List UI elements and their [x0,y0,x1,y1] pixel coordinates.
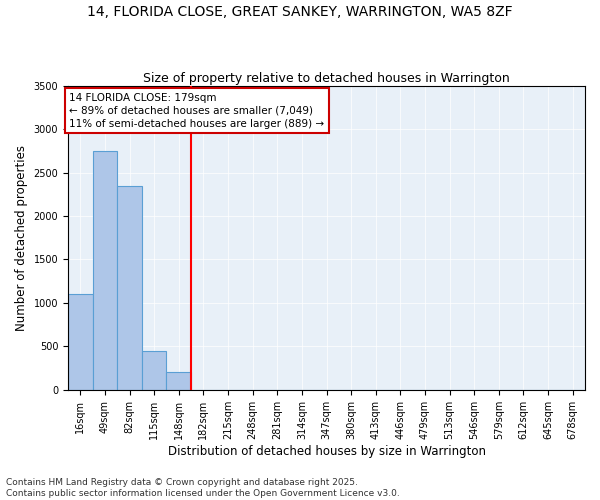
Title: Size of property relative to detached houses in Warrington: Size of property relative to detached ho… [143,72,510,85]
X-axis label: Distribution of detached houses by size in Warrington: Distribution of detached houses by size … [167,444,485,458]
Y-axis label: Number of detached properties: Number of detached properties [15,145,28,331]
Text: 14, FLORIDA CLOSE, GREAT SANKEY, WARRINGTON, WA5 8ZF: 14, FLORIDA CLOSE, GREAT SANKEY, WARRING… [87,5,513,19]
Bar [117,186,142,390]
Bar [92,151,117,390]
Bar [142,350,166,390]
Text: 14 FLORIDA CLOSE: 179sqm
← 89% of detached houses are smaller (7,049)
11% of sem: 14 FLORIDA CLOSE: 179sqm ← 89% of detach… [69,92,325,129]
Bar [166,372,191,390]
Bar [68,294,92,390]
Text: Contains HM Land Registry data © Crown copyright and database right 2025.
Contai: Contains HM Land Registry data © Crown c… [6,478,400,498]
